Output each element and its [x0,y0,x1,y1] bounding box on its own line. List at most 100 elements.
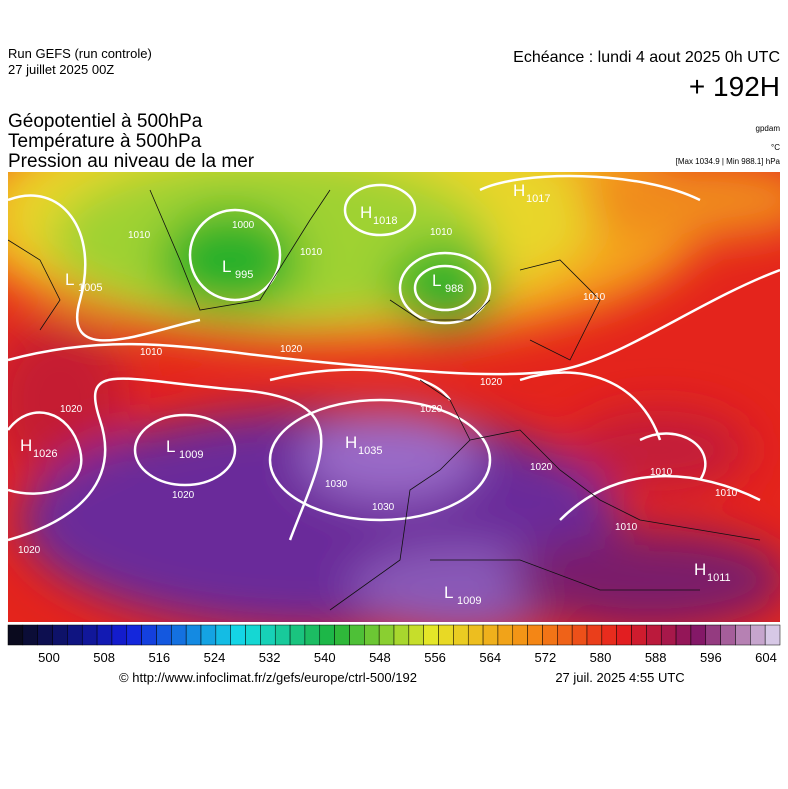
isobar-label: 1020 [530,462,553,473]
field: Température à 500hPa [8,131,202,152]
color-swatch [334,624,350,646]
color-swatch [675,624,692,646]
center-value: 988 [445,283,463,295]
colorbar: 500 508 516 524 532 540 548 556 564 572 580 588 596 6… [7,624,781,665]
center-letter: L [222,257,231,276]
pressure-center: L 1009 [444,583,481,607]
color-swatch [260,624,276,646]
color-swatch [111,624,128,646]
color-swatch [646,624,662,646]
source: © http://www.infoclimat.fr/z/gefs/europe… [119,670,417,685]
color-swatch [67,624,83,646]
color-swatch [349,624,365,646]
colorbar-tick-label: 556 [424,650,446,665]
color-swatch [126,624,142,646]
isobar-label: 1020 [480,377,503,388]
field: Pression au niveau de la mer [8,151,255,172]
isobar-label: 1010 [715,488,738,499]
color-swatch [586,624,603,646]
pressure-center: H 1011 [694,560,731,584]
color-swatch [96,624,113,646]
valid-time: Echéance : lundi 4 aout 2025 0h UTC [513,49,780,66]
center-value: 1009 [179,449,203,461]
color-swatch [512,624,528,646]
colorbar-tick-label: 532 [259,650,281,665]
run-date: 27 juillet 2025 00Z [8,62,114,77]
isobar-label: 1030 [372,502,395,513]
color-swatch [438,624,454,646]
colorbar-tick-label: 548 [369,650,391,665]
color-swatch [156,624,172,646]
unit: [Max 1034.9 | Min 988.1] hPa [676,157,781,166]
isobar-label: 1020 [172,490,195,501]
color-swatch [185,624,202,646]
colorbar-tick-label: 500 [38,650,60,665]
isobar-label: 1010 [430,227,453,238]
center-letter: L [444,583,453,602]
center-value: 1018 [373,215,397,227]
color-swatch [542,624,558,646]
color-swatch [527,624,543,646]
color-swatch [705,624,721,646]
coastlines [8,189,761,611]
center-letter: L [65,270,74,289]
color-swatch [37,624,53,646]
center-letter: H [345,433,357,452]
color-swatch [750,624,766,646]
color-swatch [690,624,707,646]
unit: °C [771,143,780,152]
color-swatch [408,624,424,646]
center-value: 1017 [526,193,550,205]
color-swatch [735,624,751,646]
pressure-center: H 1035 [345,433,382,457]
color-swatch [378,624,395,646]
color-swatch [423,624,439,646]
color-swatch [289,624,306,646]
pressure-center: L 1005 [65,270,102,294]
isobar-label: 1010 [650,467,673,478]
color-swatch [497,624,514,646]
color-swatch [200,624,217,646]
center-letter: H [694,560,706,579]
isobar-label: 1020 [280,344,303,355]
color-swatch [616,624,632,646]
colorbar-tick-label: 580 [590,650,612,665]
color-swatch [720,624,736,646]
field: Géopotentiel à 500hPa [8,111,203,132]
color-swatch [141,624,157,646]
colorbar-tick-label: 508 [93,650,115,665]
color-swatch [22,624,38,646]
lead-time: + 192H [689,71,780,102]
run: Run GEFS (run controle) [8,46,152,61]
center-letter: H [513,181,525,200]
color-swatch [7,624,24,646]
isobar-label: 1010 [140,347,163,358]
color-swatch [274,624,291,646]
isobar-label: 1020 [420,404,443,415]
color-swatch [215,624,231,646]
color-swatch [557,624,573,646]
isobars [8,174,780,542]
color-swatch [393,624,410,646]
color-swatch [52,624,68,646]
color-swatch [482,624,499,646]
center-value: 1026 [33,448,57,460]
isobar-label: 1010 [300,247,323,258]
center-letter: L [166,437,175,456]
colorbar-tick-label: 524 [204,650,226,665]
center-value: 1009 [457,595,481,607]
center-letter: H [20,436,32,455]
colorbar-tick-label: 604 [755,650,777,665]
color-swatch [304,624,321,646]
isobar-label: 1030 [325,479,348,490]
pressure-center: H 1026 [20,436,57,460]
color-swatch [81,624,98,646]
colorbar-tick-label: 572 [535,650,557,665]
center-value: 1005 [78,282,102,294]
pressure-center: H 1018 [360,203,397,227]
colorbar-tick-label: 588 [645,650,667,665]
color-swatch [364,624,380,646]
map [8,172,780,622]
color-swatch [171,624,187,646]
